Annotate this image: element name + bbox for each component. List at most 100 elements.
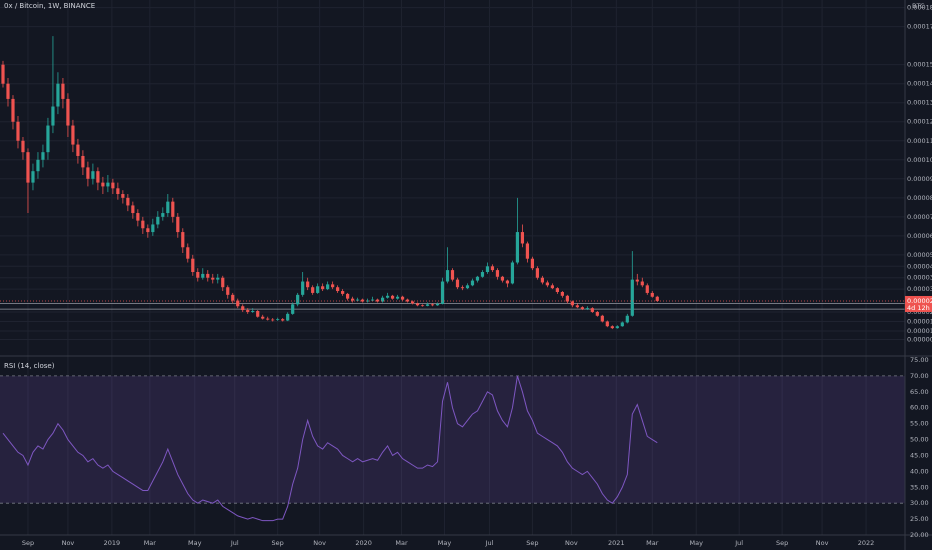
- candle-body: [96, 171, 100, 183]
- candle-body: [186, 247, 190, 259]
- y-tick-label: 0.00003200: [907, 285, 932, 293]
- y-tick-label: 0.00005000: [907, 251, 932, 259]
- y-tick-label: 0.00000550: [907, 336, 932, 344]
- candle-body: [251, 311, 255, 312]
- candle-body: [151, 224, 155, 233]
- y-tick-label: 0.00001500: [907, 317, 932, 325]
- candle-body: [291, 304, 295, 314]
- y-tick-label: 0.00004400: [907, 262, 932, 270]
- candle-body: [605, 321, 609, 327]
- candle-body: [321, 286, 325, 290]
- candle-body: [121, 194, 125, 198]
- x-tick-label: May: [690, 539, 704, 547]
- x-tick-label: May: [438, 539, 452, 547]
- candle-body: [206, 273, 210, 278]
- candle-body: [76, 144, 80, 156]
- candle-body: [316, 286, 320, 293]
- candle-body: [400, 296, 405, 300]
- candle-body: [6, 83, 10, 99]
- candle-body: [11, 98, 15, 122]
- rsi-tick-label: 50.00: [910, 436, 929, 444]
- candle-body: [306, 281, 310, 288]
- candle-body: [430, 304, 435, 306]
- x-tick-label: 2019: [104, 539, 121, 547]
- y-tick-label: 0.00003800: [907, 274, 932, 282]
- candle-body: [510, 262, 515, 284]
- candle-body: [425, 304, 430, 306]
- candle-body: [81, 155, 85, 168]
- candle-body: [281, 319, 285, 321]
- y-tick-label: 0.00009000: [907, 175, 932, 183]
- rsi-tick-label: 65.00: [910, 388, 929, 396]
- candle-body: [276, 319, 280, 320]
- rsi-tick-label: 25.00: [910, 515, 929, 523]
- candle-body: [610, 326, 614, 329]
- candle-body: [580, 307, 584, 310]
- candle-body: [585, 308, 589, 310]
- candle-body: [161, 213, 165, 217]
- x-tick-label: Mar: [395, 539, 408, 547]
- y-tick-label: 0.00013000: [907, 99, 932, 107]
- x-tick-label: Jul: [230, 539, 239, 547]
- candle-body: [171, 201, 175, 217]
- candle-body: [341, 291, 345, 294]
- candle-body: [540, 277, 545, 283]
- candle-body: [595, 311, 599, 316]
- candle-body: [480, 272, 485, 277]
- y-tick-label: 0.00015000: [907, 61, 932, 69]
- x-tick-label: Nov: [62, 539, 75, 547]
- candle-body: [181, 232, 185, 248]
- candle-body: [530, 258, 535, 269]
- candle-body: [535, 268, 540, 278]
- x-tick-label: Mar: [144, 539, 157, 547]
- candle-body: [196, 272, 200, 278]
- rsi-tick-label: 35.00: [910, 483, 929, 491]
- x-tick-label: Jul: [734, 539, 743, 547]
- candle-body: [555, 288, 559, 292]
- candle-body: [176, 216, 180, 233]
- candle-body: [256, 311, 260, 317]
- candle-body: [266, 318, 270, 320]
- candle-body: [156, 216, 160, 225]
- candle-body: [286, 313, 290, 321]
- candle-body: [86, 167, 90, 179]
- rsi-tick-label: 20.00: [910, 531, 929, 539]
- candle-body: [51, 106, 55, 126]
- candle-body: [61, 83, 65, 99]
- candle-body: [21, 140, 25, 153]
- candle-body: [71, 125, 75, 145]
- candle-body: [475, 276, 480, 281]
- labels: Sep Nov 2019 Mar May Jul Sep Nov 2020 Mar May Jul Se…: [22, 4, 932, 547]
- candle-body: [136, 213, 140, 221]
- candle-body: [326, 284, 330, 290]
- candle-body: [455, 279, 460, 288]
- candle-body: [500, 276, 505, 281]
- candle-body: [435, 303, 440, 306]
- candle-body: [66, 98, 70, 126]
- rsi-tick-label: 75.00: [910, 356, 929, 364]
- candle-body: [560, 291, 564, 296]
- y-tick-label: 0.00017000: [907, 23, 932, 31]
- candle-body: [420, 305, 425, 307]
- candle-body: [390, 295, 395, 299]
- candle-body: [271, 319, 275, 321]
- candle-body: [166, 201, 170, 214]
- candle-body: [565, 295, 569, 302]
- chart-title: 0x / Bitcoin, 1W, BINANCE: [4, 2, 95, 10]
- candle-body: [201, 273, 205, 278]
- y-tick-label: 0.00006000: [907, 232, 932, 240]
- candle-body: [495, 270, 500, 277]
- x-tick-label: May: [188, 539, 202, 547]
- candle-body: [630, 279, 634, 316]
- candle-body: [356, 299, 360, 301]
- candle-body: [550, 285, 554, 289]
- candle-body: [645, 285, 649, 293]
- candle-body: [101, 182, 105, 187]
- y-tick-label: 0.00001000: [907, 327, 932, 335]
- candle-body: [261, 316, 265, 319]
- candle-body: [31, 171, 35, 183]
- candle-body: [460, 287, 465, 289]
- rsi-tick-label: 30.00: [910, 499, 929, 507]
- candle-body: [351, 298, 355, 301]
